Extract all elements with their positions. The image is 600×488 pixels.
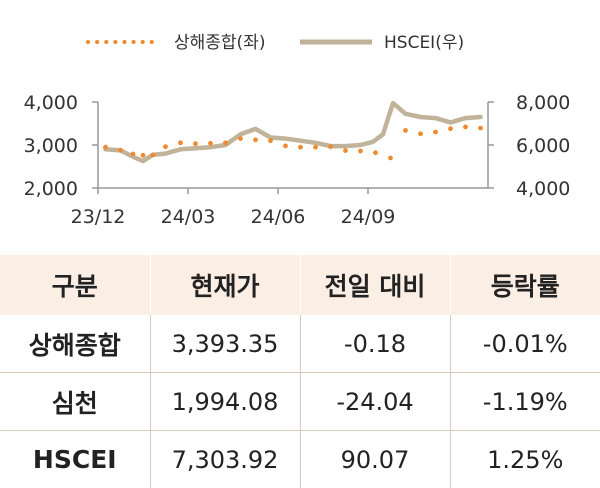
series-point-shanghai <box>388 156 393 161</box>
series-point-shanghai <box>463 125 468 130</box>
series-point-shanghai <box>328 144 333 149</box>
row-price: 7,303.92 <box>150 431 300 488</box>
series-point-shanghai <box>151 153 156 158</box>
table-row: HSCEI 7,303.92 90.07 1.25% <box>0 431 600 488</box>
legend-label-hscei: HSCEI(우) <box>384 33 464 53</box>
series-point-shanghai <box>448 126 453 131</box>
left-tick-label: 2,000 <box>24 178 78 200</box>
series-point-shanghai <box>358 149 363 154</box>
x-tick-label: 24/06 <box>251 206 306 228</box>
series-point-shanghai <box>478 126 483 131</box>
row-label: HSCEI <box>0 431 150 488</box>
series-point-shanghai <box>433 130 438 135</box>
x-tick-label: 23/12 <box>71 206 126 228</box>
right-tick-label: 8,000 <box>516 92 570 114</box>
right-tick-label: 4,000 <box>516 178 570 200</box>
left-tick-label: 4,000 <box>24 92 78 114</box>
series-point-shanghai <box>298 145 303 150</box>
series-point-shanghai <box>118 148 123 153</box>
series-point-shanghai <box>131 152 136 157</box>
series-point-shanghai <box>373 150 378 155</box>
series-point-shanghai <box>253 137 258 142</box>
table-row: 상해종합 3,393.35 -0.18 -0.01% <box>0 315 600 373</box>
row-price: 1,994.08 <box>150 373 300 431</box>
legend-label-shanghai: 상해종합(좌) <box>174 33 265 53</box>
x-tick-label: 24/09 <box>341 206 396 228</box>
index-chart: 상해종합(좌) HSCEI(우) 23/12 24/03 24/06 24/09 4,0… <box>0 0 600 245</box>
row-change-rate: 1.25% <box>450 431 600 488</box>
axes <box>98 102 488 188</box>
series-point-shanghai <box>193 141 198 146</box>
series-layer <box>103 103 483 161</box>
row-label: 심천 <box>0 373 150 431</box>
header-category: 구분 <box>0 255 150 315</box>
series-point-shanghai <box>223 140 228 145</box>
x-tick-label: 24/03 <box>161 206 216 228</box>
series-point-shanghai <box>178 140 183 145</box>
series-point-shanghai <box>103 145 108 150</box>
series-point-shanghai <box>141 153 146 158</box>
row-change-rate: -1.19% <box>450 373 600 431</box>
series-point-shanghai <box>313 145 318 150</box>
row-change: -0.18 <box>300 315 450 373</box>
right-tick-label: 6,000 <box>516 135 570 157</box>
series-point-shanghai <box>208 141 213 146</box>
table-row: 심천 1,994.08 -24.04 -1.19% <box>0 373 600 431</box>
chart-svg: 상해종합(좌) HSCEI(우) 23/12 24/03 24/06 24/09 4,0… <box>0 0 600 245</box>
header-price: 현재가 <box>150 255 300 315</box>
series-point-shanghai <box>238 136 243 141</box>
row-label: 상해종합 <box>0 315 150 373</box>
series-point-shanghai <box>283 144 288 149</box>
series-point-shanghai <box>268 138 273 143</box>
header-change-rate: 등락률 <box>450 255 600 315</box>
legend: 상해종합(좌) HSCEI(우) <box>88 33 464 53</box>
series-point-shanghai <box>418 131 423 136</box>
row-change: -24.04 <box>300 373 450 431</box>
row-price: 3,393.35 <box>150 315 300 373</box>
row-change-rate: -0.01% <box>450 315 600 373</box>
quote-table: 구분 현재가 전일 대비 등락률 상해종합 3,393.35 -0.18 -0.… <box>0 255 600 488</box>
series-point-shanghai <box>403 128 408 133</box>
header-change: 전일 대비 <box>300 255 450 315</box>
row-change: 90.07 <box>300 431 450 488</box>
left-tick-label: 3,000 <box>24 135 78 157</box>
series-point-shanghai <box>343 148 348 153</box>
table-header-row: 구분 현재가 전일 대비 등락률 <box>0 255 600 315</box>
series-point-shanghai <box>163 144 168 149</box>
series-line-hscei <box>106 103 481 161</box>
